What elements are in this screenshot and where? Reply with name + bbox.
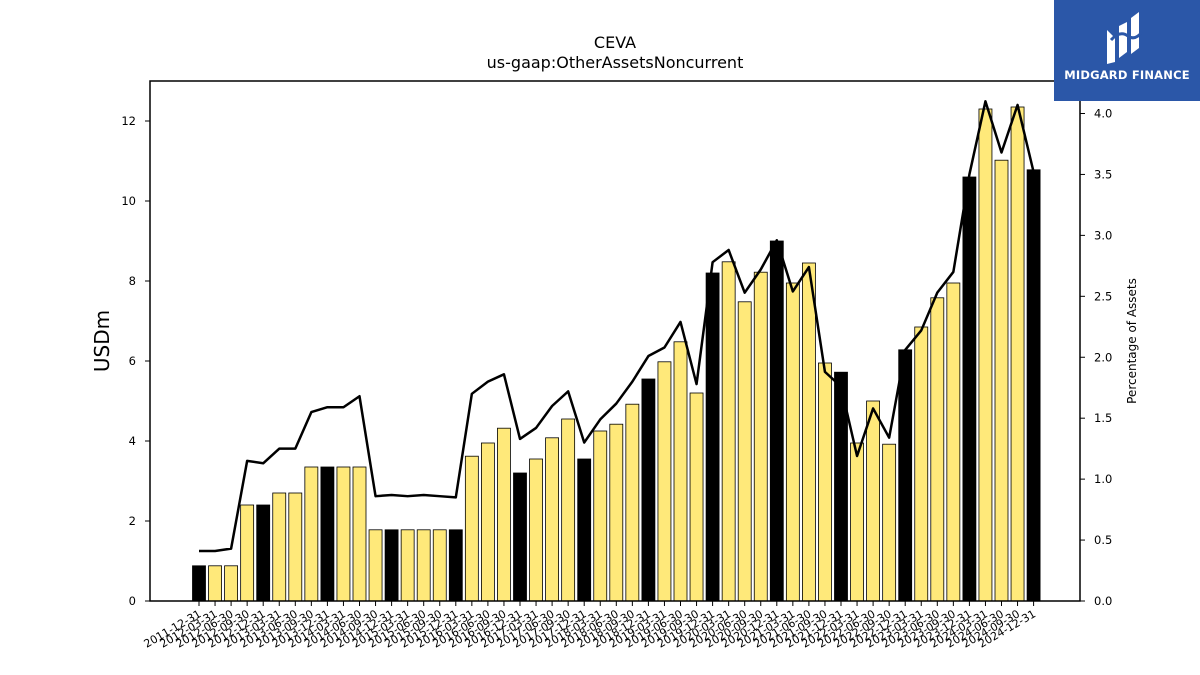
- right-tick-label: 2.5: [1094, 289, 1112, 303]
- bar-2024-12-31: [1026, 169, 1041, 602]
- bar-2023-12-31: [962, 176, 977, 602]
- chart-title: CEVA: [594, 33, 636, 52]
- bar-group: [192, 106, 1041, 602]
- bar-2022-12-31: [898, 349, 913, 602]
- bar-2016-09-30: [497, 427, 511, 602]
- bar-2020-06-30: [737, 301, 752, 602]
- left-axis: 0 2 4 6 8 10 12: [121, 114, 150, 608]
- bar-2024-09-30: [1010, 106, 1025, 602]
- percentage-line-group: [199, 100, 1035, 553]
- chart-subtitle: us-gaap:OtherAssetsNoncurrent: [487, 53, 744, 72]
- bar-2014-12-31: [384, 529, 399, 602]
- bar-2021-06-30: [802, 262, 816, 602]
- bar-2020-12-31: [769, 240, 784, 602]
- midgard-m-logo-icon: [1107, 12, 1144, 64]
- right-tick-label: 0.5: [1094, 533, 1112, 547]
- bar-2017-09-30: [561, 418, 576, 602]
- x-axis: 2011-12-312012-03-312012-06-302012-09-30…: [142, 601, 1038, 651]
- bar-2017-06-30: [545, 437, 559, 602]
- left-tick-label: 6: [129, 354, 136, 368]
- bar-2018-09-30: [625, 403, 640, 602]
- left-tick-label: 2: [129, 514, 136, 528]
- left-tick-label: 4: [129, 434, 136, 448]
- bar-2021-03-31: [785, 282, 800, 602]
- bar-2022-03-31: [850, 442, 864, 602]
- bar-2023-03-31: [914, 326, 929, 602]
- right-tick-label: 1.0: [1094, 472, 1112, 486]
- plot-frame: [149, 80, 1081, 602]
- bar-2012-12-31: [256, 504, 271, 602]
- percentage-of-assets-line: [199, 100, 1035, 553]
- right-tick-label: 0.0: [1094, 594, 1112, 608]
- bar-2013-09-30: [304, 466, 319, 602]
- bar-2011-12-31: [192, 565, 206, 602]
- bar-2024-03-31: [978, 108, 993, 602]
- left-tick-label: 12: [121, 114, 136, 128]
- brand-name: MIDGARD FINANCE: [1064, 68, 1190, 82]
- bar-2015-09-30: [432, 529, 447, 602]
- bar-2019-03-31: [657, 361, 672, 602]
- bar-2024-06-30: [994, 159, 1009, 602]
- bar-2014-03-31: [336, 466, 351, 602]
- bar-2013-06-30: [288, 492, 303, 602]
- right-tick-label: 1.5: [1094, 411, 1112, 425]
- bar-2018-06-30: [609, 423, 624, 602]
- bar-2016-12-31: [513, 472, 527, 602]
- bar-2020-09-30: [753, 271, 768, 602]
- bar-2015-06-30: [416, 529, 431, 602]
- bar-2021-09-30: [818, 362, 832, 602]
- left-tick-label: 8: [129, 274, 136, 288]
- bar-2014-09-30: [368, 529, 383, 602]
- bar-2019-06-30: [673, 341, 688, 602]
- bar-2020-03-31: [721, 261, 736, 602]
- bar-2022-06-30: [866, 400, 880, 602]
- right-axis-label: Percentage of Assets: [1125, 278, 1139, 404]
- bar-2015-12-31: [448, 529, 463, 602]
- right-tick-label: 4.0: [1094, 107, 1112, 121]
- right-axis: 0.0 0.5 1.0 1.5 2.0 2.5 3.0 3.5 4.0: [1080, 107, 1112, 608]
- bar-2018-12-31: [641, 378, 656, 602]
- bar-2016-03-31: [464, 455, 479, 602]
- bar-2012-09-30: [240, 504, 255, 602]
- bar-2012-03-31: [208, 565, 222, 602]
- bar-2023-06-30: [930, 297, 945, 602]
- right-tick-label: 3.5: [1094, 167, 1112, 181]
- bar-2012-06-30: [224, 565, 239, 602]
- bar-2022-09-30: [882, 443, 897, 602]
- bar-2018-03-31: [593, 430, 608, 602]
- bar-2023-09-30: [946, 282, 961, 602]
- left-tick-label: 0: [129, 594, 136, 608]
- bar-2013-03-31: [272, 492, 287, 602]
- bar-2014-06-30: [352, 466, 367, 602]
- right-tick-label: 2.0: [1094, 350, 1112, 364]
- brand-logo: MIDGARD FINANCE: [1054, 0, 1200, 101]
- left-axis-label: USDm: [90, 310, 114, 372]
- bar-2019-09-30: [689, 392, 704, 602]
- bar-2013-12-31: [320, 466, 335, 602]
- bar-2015-03-31: [400, 529, 415, 602]
- bar-2017-12-31: [577, 458, 592, 602]
- bar-2017-03-31: [529, 458, 543, 602]
- right-tick-label: 3.0: [1094, 228, 1112, 242]
- bar-2016-06-30: [480, 442, 495, 602]
- left-tick-label: 10: [121, 194, 136, 208]
- bar-2019-12-31: [705, 272, 720, 602]
